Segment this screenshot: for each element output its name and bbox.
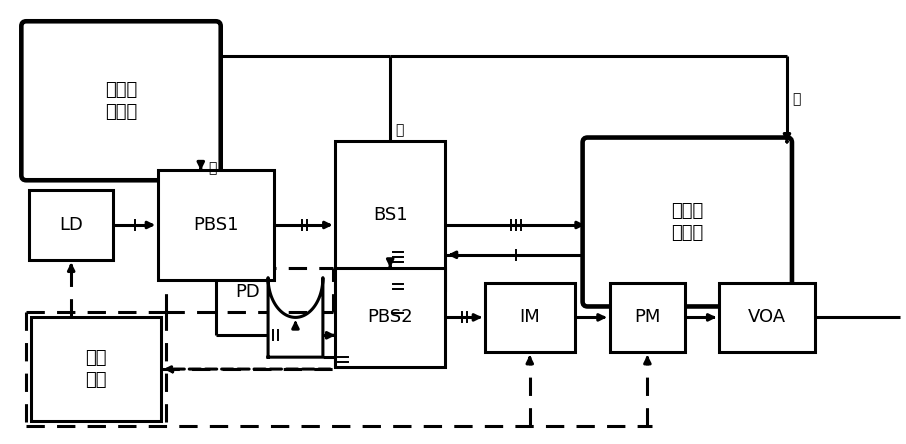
Text: PM: PM <box>634 309 660 326</box>
Text: IM: IM <box>519 309 540 326</box>
Bar <box>719 283 814 352</box>
Text: 四: 四 <box>395 123 403 138</box>
Bar <box>335 268 445 367</box>
Text: 第一反
射模块: 第一反 射模块 <box>105 81 137 121</box>
Polygon shape <box>268 278 323 357</box>
Text: LD: LD <box>59 216 83 234</box>
Bar <box>335 140 445 289</box>
Text: 二: 二 <box>792 92 800 106</box>
Text: 第二反
射模块: 第二反 射模块 <box>671 202 703 242</box>
FancyBboxPatch shape <box>22 21 221 180</box>
Text: PBS1: PBS1 <box>193 216 238 234</box>
Bar <box>32 317 161 421</box>
Text: PD: PD <box>236 283 260 301</box>
Text: PBS2: PBS2 <box>367 309 413 326</box>
Text: VOA: VOA <box>748 309 786 326</box>
Text: 主控
模块: 主控 模块 <box>85 349 107 389</box>
Text: BS1: BS1 <box>373 206 408 224</box>
Bar <box>485 283 574 352</box>
FancyBboxPatch shape <box>583 138 792 306</box>
Text: 三: 三 <box>208 161 217 175</box>
Bar <box>29 190 113 260</box>
Bar <box>610 283 685 352</box>
Bar <box>158 170 274 280</box>
